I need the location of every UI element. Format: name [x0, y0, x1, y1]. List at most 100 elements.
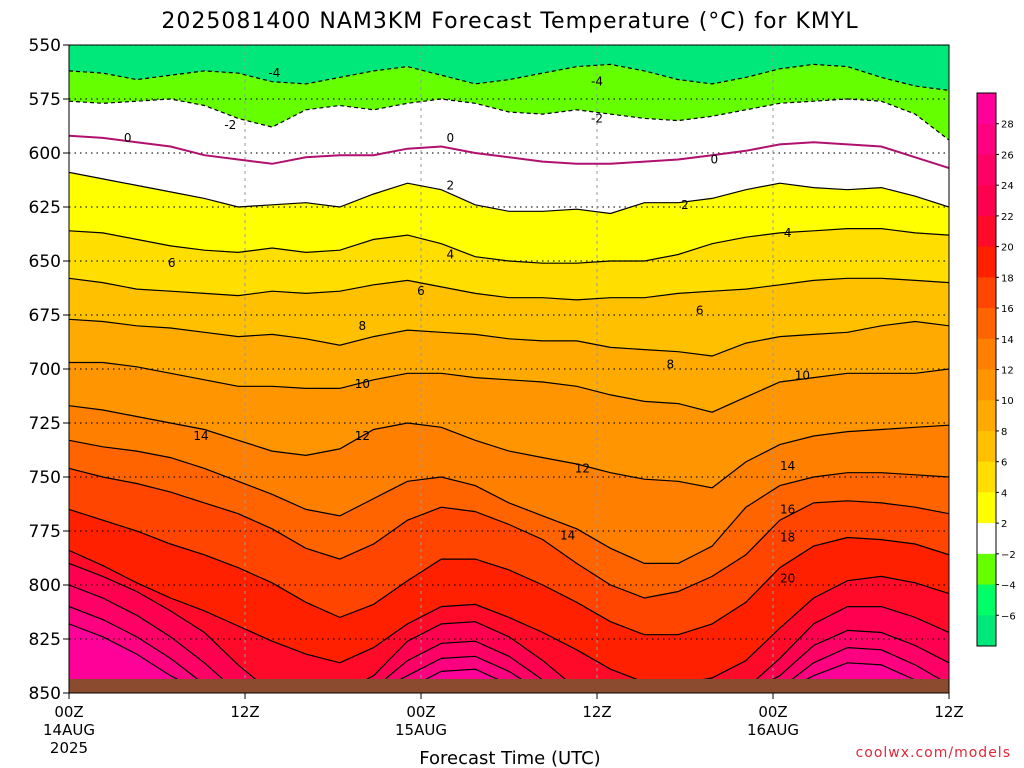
temperature-fills	[69, 45, 949, 693]
isotherm-14	[69, 439, 949, 565]
colorbar-swatch	[977, 246, 996, 278]
ground-bar	[69, 679, 949, 693]
isotherm-4	[69, 228, 949, 264]
isotherm-22	[69, 562, 949, 693]
colorbar-tick-label: 24	[1001, 181, 1014, 192]
contour-label: 2	[681, 198, 689, 212]
x-tick-label: 00Z	[758, 703, 787, 721]
y-tick-label: 850	[29, 684, 61, 704]
contour-label: 0	[124, 131, 132, 145]
colorbar-tick-label: 4	[1001, 488, 1007, 499]
colorbar-tick-label: 6	[1001, 458, 1007, 469]
y-tick-label: 600	[29, 144, 61, 164]
contour-label: 6	[417, 284, 425, 298]
y-tick-label: 575	[29, 90, 61, 110]
colorbar-tick-label: −6	[1001, 611, 1016, 622]
fill-band-above-20	[69, 550, 949, 693]
colorbar-tick-label: 28	[1001, 120, 1014, 131]
colorbar-swatch	[977, 523, 996, 555]
colorbar-swatch	[977, 338, 996, 370]
colorbar-legend: 28 26 24 22 20 18 16 14 12 10 8 6 4 2 −2 −4 −6	[976, 92, 1016, 647]
contour-label: -2	[591, 111, 603, 125]
colorbar-swatch	[977, 154, 996, 186]
colorbar-tick-label: 14	[1001, 335, 1014, 346]
isotherm-20	[69, 549, 949, 686]
contour-label: 12	[355, 429, 370, 443]
y-tick-label: 750	[29, 468, 61, 488]
contour-label: 18	[780, 530, 795, 544]
y-tick-label: 675	[29, 306, 61, 326]
contour-label: 6	[696, 304, 704, 318]
isotherm-16	[69, 467, 949, 599]
colorbar-tick-label: 22	[1001, 212, 1014, 223]
contour-label: 0	[447, 131, 455, 145]
isotherm--2	[69, 98, 949, 141]
contour-label: 14	[193, 429, 208, 443]
contour-label: 8	[667, 358, 675, 372]
x-tick-label: 12Z	[582, 703, 611, 721]
colorbar-swatch	[977, 185, 996, 217]
y-tick-label: 700	[29, 360, 61, 380]
x-tick-label: 12Z	[934, 703, 963, 721]
colorbar-tick-label: 2	[1001, 519, 1007, 530]
colorbar-tick-label: −2	[1001, 550, 1016, 561]
chart-title: 2025081400 NAM3KM Forecast Temperature (…	[161, 9, 858, 34]
colorbar-swatch	[977, 123, 996, 155]
contour-label: 0	[711, 152, 719, 166]
x-tick-year: 2025	[50, 739, 88, 757]
y-tick-label: 625	[29, 198, 61, 218]
colorbar-tick-label: 10	[1001, 396, 1014, 407]
contour-label: 8	[359, 319, 367, 333]
contour-label: 14	[560, 528, 575, 542]
isotherm-10	[69, 361, 949, 413]
isotherm-12	[69, 405, 949, 489]
isotherm-2	[69, 171, 949, 215]
colorbar-tick-label: 8	[1001, 427, 1007, 438]
credit-text[interactable]: coolwx.com/models	[856, 745, 1011, 761]
y-tick-label: 775	[29, 522, 61, 542]
colorbar-tick-label: 18	[1001, 273, 1014, 284]
x-axis-title: Forecast Time (UTC)	[419, 748, 600, 768]
x-tick-date: 16AUG	[747, 721, 799, 739]
x-tick-label: 00Z	[54, 703, 83, 721]
x-tick-date: 14AUG	[43, 721, 95, 739]
plot-area: -4 -4 -2 -2 0 0 0 2 2 4 4 6 6 6 8 8 10 10 12 12 14 14 14 16 18 20	[69, 45, 949, 693]
colorbar-swatch	[977, 553, 996, 586]
y-tick-label: 800	[29, 576, 61, 596]
contour-label: 10	[795, 368, 810, 382]
colorbar-swatch	[977, 461, 996, 493]
colorbar-tick-label: 26	[1001, 150, 1014, 161]
grid-lines	[69, 45, 949, 693]
contour-label: 2	[447, 178, 455, 192]
colorbar-swatch	[977, 430, 996, 463]
contour-label: -4	[268, 66, 280, 80]
colorbar-swatch	[977, 277, 996, 309]
y-tick-label: 550	[29, 36, 61, 56]
isotherm-18	[69, 508, 949, 636]
colorbar-swatch	[977, 400, 996, 432]
contour-label: 14	[780, 459, 795, 473]
contour-label: 4	[447, 248, 455, 262]
x-tick-date: 15AUG	[395, 721, 447, 739]
x-tick-label: 12Z	[230, 703, 259, 721]
isotherm--4	[69, 63, 949, 91]
colorbar-tick-label: 12	[1001, 366, 1014, 377]
y-tick-label: 650	[29, 252, 61, 272]
colorbar-swatch	[977, 615, 996, 647]
contour-labels: -4 -4 -2 -2 0 0 0 2 2 4 4 6 6 6 8 8 10 10 12 12 14 14 14 16 18 20	[124, 66, 810, 585]
y-tick-label: 825	[29, 630, 61, 650]
contour-label: 10	[355, 377, 370, 391]
contour-label: 20	[780, 572, 795, 586]
y-axis: 550 575 600 625 650 675 700 725 750 775 800 825 850	[29, 36, 69, 704]
colorbar-tick-label: 16	[1001, 304, 1014, 315]
colorbar-swatch	[977, 93, 996, 125]
contour-label: 6	[168, 256, 176, 270]
colorbar-swatch	[977, 308, 996, 340]
y-tick-label: 725	[29, 414, 61, 434]
contour-label: -4	[591, 75, 603, 89]
isotherm-8	[69, 318, 949, 357]
colorbar-swatch	[977, 215, 996, 248]
isotherm-0	[69, 134, 949, 170]
